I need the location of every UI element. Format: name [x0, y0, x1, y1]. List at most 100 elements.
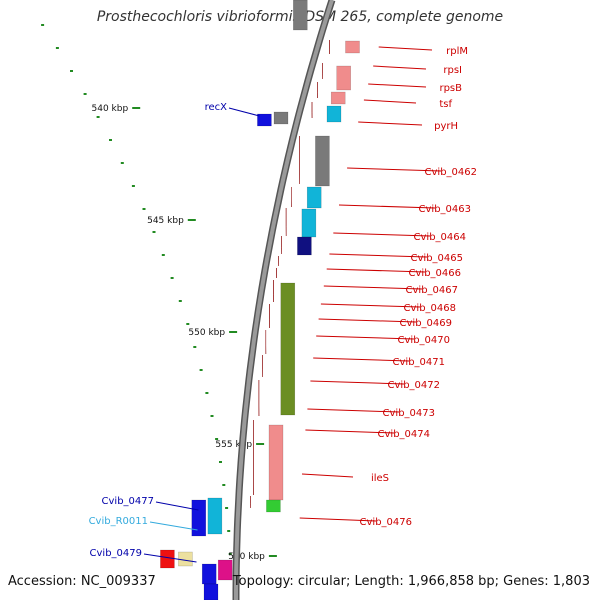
accession-text: Accession: NC_009337	[8, 574, 156, 589]
ring-dot	[96, 116, 100, 118]
leader-line	[333, 232, 431, 237]
leader-line	[299, 517, 377, 522]
leader-line	[149, 521, 198, 531]
gene-bar	[268, 424, 284, 501]
gene-bar	[266, 499, 281, 513]
leader-line	[329, 253, 428, 258]
leader-line	[310, 380, 405, 385]
ring-dot	[55, 47, 59, 49]
gene-label: Cvib_0476	[360, 517, 412, 528]
gene-label: Cvib_0472	[388, 380, 440, 391]
leader-line	[368, 83, 427, 88]
leader-line	[358, 121, 423, 126]
gene-bar	[301, 208, 317, 238]
left-gene-bar	[257, 113, 272, 127]
ruler-tick	[187, 219, 196, 221]
ruler-label: 540 kbp	[92, 104, 129, 114]
left-gene-bar	[203, 583, 219, 600]
ring-dot	[70, 70, 73, 72]
gene-label: rpsI	[443, 65, 462, 76]
gene-bar	[280, 282, 296, 416]
ring-dot	[142, 208, 146, 210]
ring-dot	[193, 346, 197, 348]
ring-dot	[109, 139, 112, 141]
gene-label: Cvib_0473	[383, 408, 435, 419]
left-gene-bar	[178, 551, 193, 567]
gene-label: ileS	[371, 473, 389, 484]
feature-layer	[160, 0, 360, 600]
ruler-tick	[132, 107, 141, 109]
gene-bar	[330, 91, 346, 105]
leader-line	[363, 99, 417, 104]
gene-label: Cvib_0465	[411, 253, 463, 264]
gene-label: Cvib_0464	[414, 232, 466, 243]
leader-line	[338, 204, 436, 209]
left-gene-bar	[217, 559, 233, 581]
gene-label: rplM	[446, 46, 468, 57]
ring-dot	[215, 438, 219, 440]
ruler-label: 545 kbp	[147, 216, 184, 226]
ring-dot	[120, 162, 124, 164]
ring-dot	[186, 323, 190, 325]
ring-dot	[227, 530, 231, 532]
ring-dot	[170, 277, 174, 279]
leader-line	[318, 318, 417, 323]
leader-line	[155, 501, 199, 511]
leader-line	[373, 65, 427, 70]
ring-dot	[131, 185, 135, 187]
leader-line	[301, 473, 354, 478]
gene-bar	[345, 40, 360, 54]
gene-bar	[297, 236, 312, 256]
left-gene-bar	[293, 0, 308, 31]
ring-dot	[205, 392, 209, 394]
topology-text: Topology: circular; Length: 1,966,858 bp…	[232, 574, 590, 589]
gene-bar	[315, 135, 330, 187]
gene-label: Cvib_0467	[406, 285, 458, 296]
ring-dot	[83, 93, 87, 95]
gene-label: rpsB	[439, 83, 462, 94]
left-gene-bar	[160, 549, 175, 569]
leader-line	[347, 167, 442, 172]
ruler-label: 560 kbp	[228, 552, 265, 562]
left-gene-bar	[207, 497, 223, 535]
leader-line	[307, 408, 400, 413]
gene-label: pyrH	[434, 121, 458, 132]
backbone-line	[234, 0, 334, 600]
gene-label: Cvib_0470	[398, 335, 450, 346]
leader-line	[326, 268, 426, 273]
leader-line	[323, 285, 423, 290]
ruler-label: 555 kbp	[215, 440, 252, 450]
ring-dot	[161, 254, 165, 256]
gene-label: tsf	[439, 99, 452, 110]
gene-label: Cvib_0468	[404, 303, 456, 314]
leader-line	[143, 553, 197, 563]
ruler-tick	[256, 443, 265, 445]
leader-line	[313, 357, 410, 362]
gene-label: Cvib_0462	[425, 167, 477, 178]
leader-line	[378, 46, 433, 51]
ring-dot	[41, 24, 45, 26]
gene-bar	[336, 65, 351, 91]
ruler-label: 550 kbp	[188, 328, 225, 338]
gene-label: Cvib_0463	[419, 204, 471, 215]
label-layer: rplM rpsI rpsB tsf pyrH Cvib_0462 Cvib_0463 Cvi…	[89, 46, 477, 563]
ruler-tick	[268, 555, 277, 557]
gene-label: Cvib_R0011	[89, 516, 148, 527]
ring-dot	[225, 507, 229, 509]
ring-dot	[152, 231, 156, 233]
genome-backbone	[232, 0, 336, 600]
ring-dot	[178, 300, 182, 302]
gene-label: Cvib_0477	[102, 496, 154, 507]
gene-label: Cvib_0469	[400, 318, 452, 329]
left-gene-bar	[191, 499, 207, 537]
gene-label: Cvib_0479	[90, 548, 142, 559]
leader-line	[316, 335, 415, 340]
gene-label: Cvib_0466	[409, 268, 461, 279]
left-gene-bar	[201, 563, 217, 585]
gene-label: Cvib_0474	[378, 429, 430, 440]
ring-dot	[222, 484, 226, 486]
ring-dot	[228, 553, 232, 555]
ruler-tick	[229, 331, 238, 333]
leader-line	[320, 303, 421, 308]
